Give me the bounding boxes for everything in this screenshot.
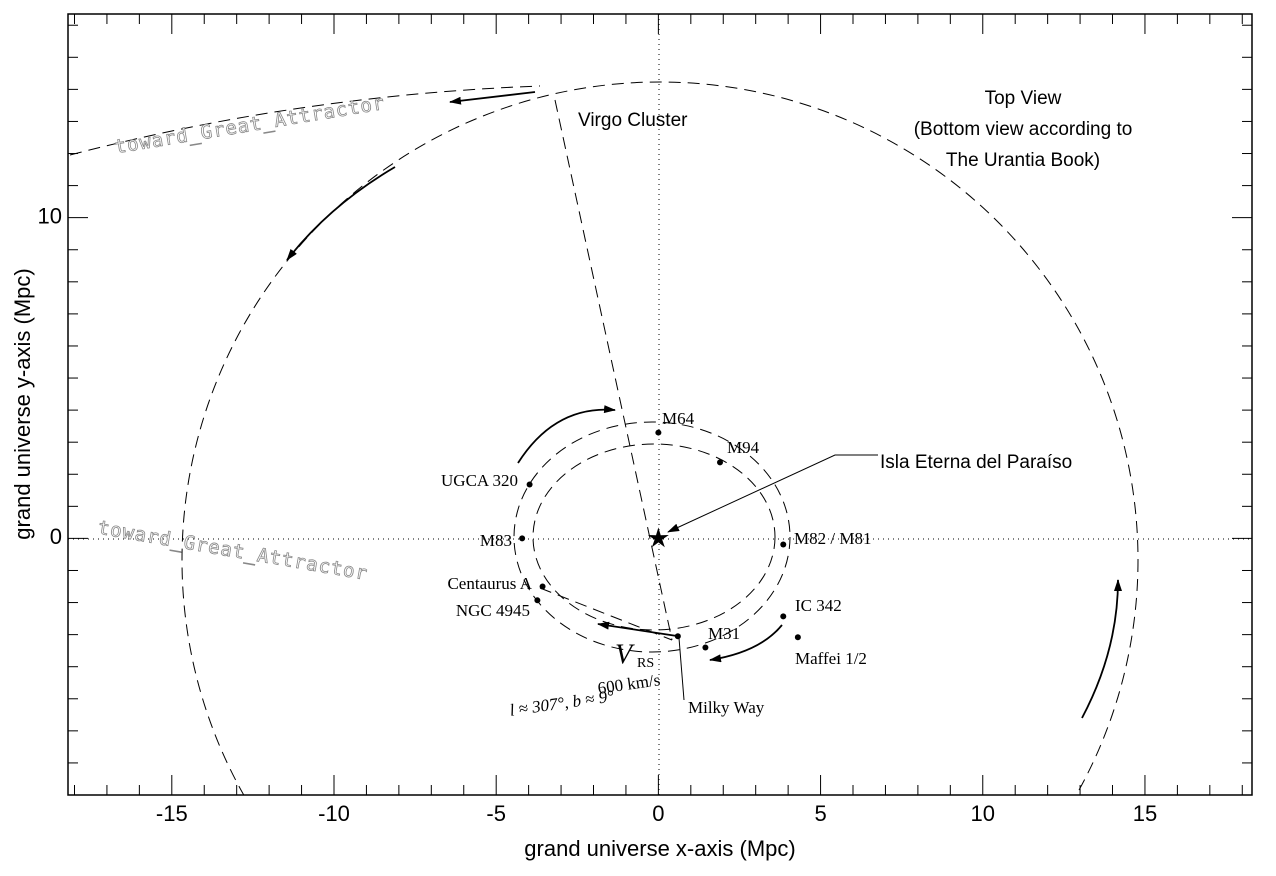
leader: [667, 454, 878, 533]
x-tick-label: -15: [156, 801, 188, 826]
center-label: Isla Eterna del Paraíso: [880, 452, 1072, 473]
annotation: V: [615, 639, 635, 670]
galaxy: [539, 583, 546, 590]
x-tick-label: 0: [652, 801, 664, 826]
arrow: [517, 405, 616, 464]
galaxy: [655, 429, 662, 436]
local-ring: [513, 421, 791, 653]
guides: [68, 14, 1252, 795]
x-tick-label: -5: [486, 801, 506, 826]
arrows: [286, 91, 1122, 719]
galaxy-label: Maffei 1/2: [795, 649, 867, 668]
plot-frame: [67, 13, 1253, 796]
annotation: Top View: [985, 88, 1062, 109]
annotation: toward_Great_Attractor: [96, 517, 369, 585]
galaxy-label: Centaurus A: [447, 574, 532, 593]
annotation: (Bottom view according to: [914, 119, 1133, 140]
galaxy: [534, 597, 541, 604]
galaxy-label: UGCA 320: [441, 471, 518, 490]
annotation: The Urantia Book): [946, 150, 1100, 171]
galaxy-label: NGC 4945: [456, 601, 530, 620]
arrow: [1081, 579, 1122, 719]
galaxy: [717, 459, 724, 466]
outer-ring: [181, 81, 1139, 795]
annotation: RS: [637, 656, 654, 671]
galaxy: [519, 535, 526, 542]
attractor-line: [69, 85, 541, 156]
galaxy: [526, 481, 533, 488]
arrow: [286, 166, 396, 261]
local-ring: [532, 443, 776, 631]
galaxy: [794, 634, 801, 641]
annotation: l ≈ 307°, b ≈ 9°: [508, 686, 615, 719]
annotation: toward_Great_Attractor: [113, 92, 387, 158]
y-tick-label: 0: [50, 524, 62, 549]
arrow: [597, 621, 678, 637]
galaxy-label: M83: [480, 531, 512, 550]
arrow: [449, 91, 536, 105]
galaxy-label: M64: [662, 409, 695, 428]
x-tick-label: -10: [318, 801, 350, 826]
galaxy-label: M31: [708, 624, 740, 643]
galaxy: [702, 644, 709, 651]
center-star: [647, 527, 669, 548]
leader: [678, 637, 685, 701]
galaxy: [674, 633, 681, 640]
arrow: [709, 624, 783, 663]
y-tick-label: 10: [38, 203, 62, 228]
galaxy-label: M94: [727, 438, 760, 457]
galaxy-label: M82 / M81: [794, 529, 871, 548]
galaxy-label: Milky Way: [688, 698, 765, 717]
x-tick-label: 10: [971, 801, 995, 826]
x-tick-label: 5: [814, 801, 826, 826]
annotation: Virgo Cluster: [578, 110, 688, 131]
x-axis-title: grand universe x-axis (Mpc): [524, 836, 795, 861]
galaxy: [780, 541, 787, 548]
y-axis-title: grand universe y-axis (Mpc): [10, 268, 35, 539]
galaxy-label: IC 342: [795, 596, 842, 615]
x-tick-label: 15: [1133, 801, 1157, 826]
galaxy: [780, 613, 787, 620]
virgo-line: [554, 99, 673, 641]
